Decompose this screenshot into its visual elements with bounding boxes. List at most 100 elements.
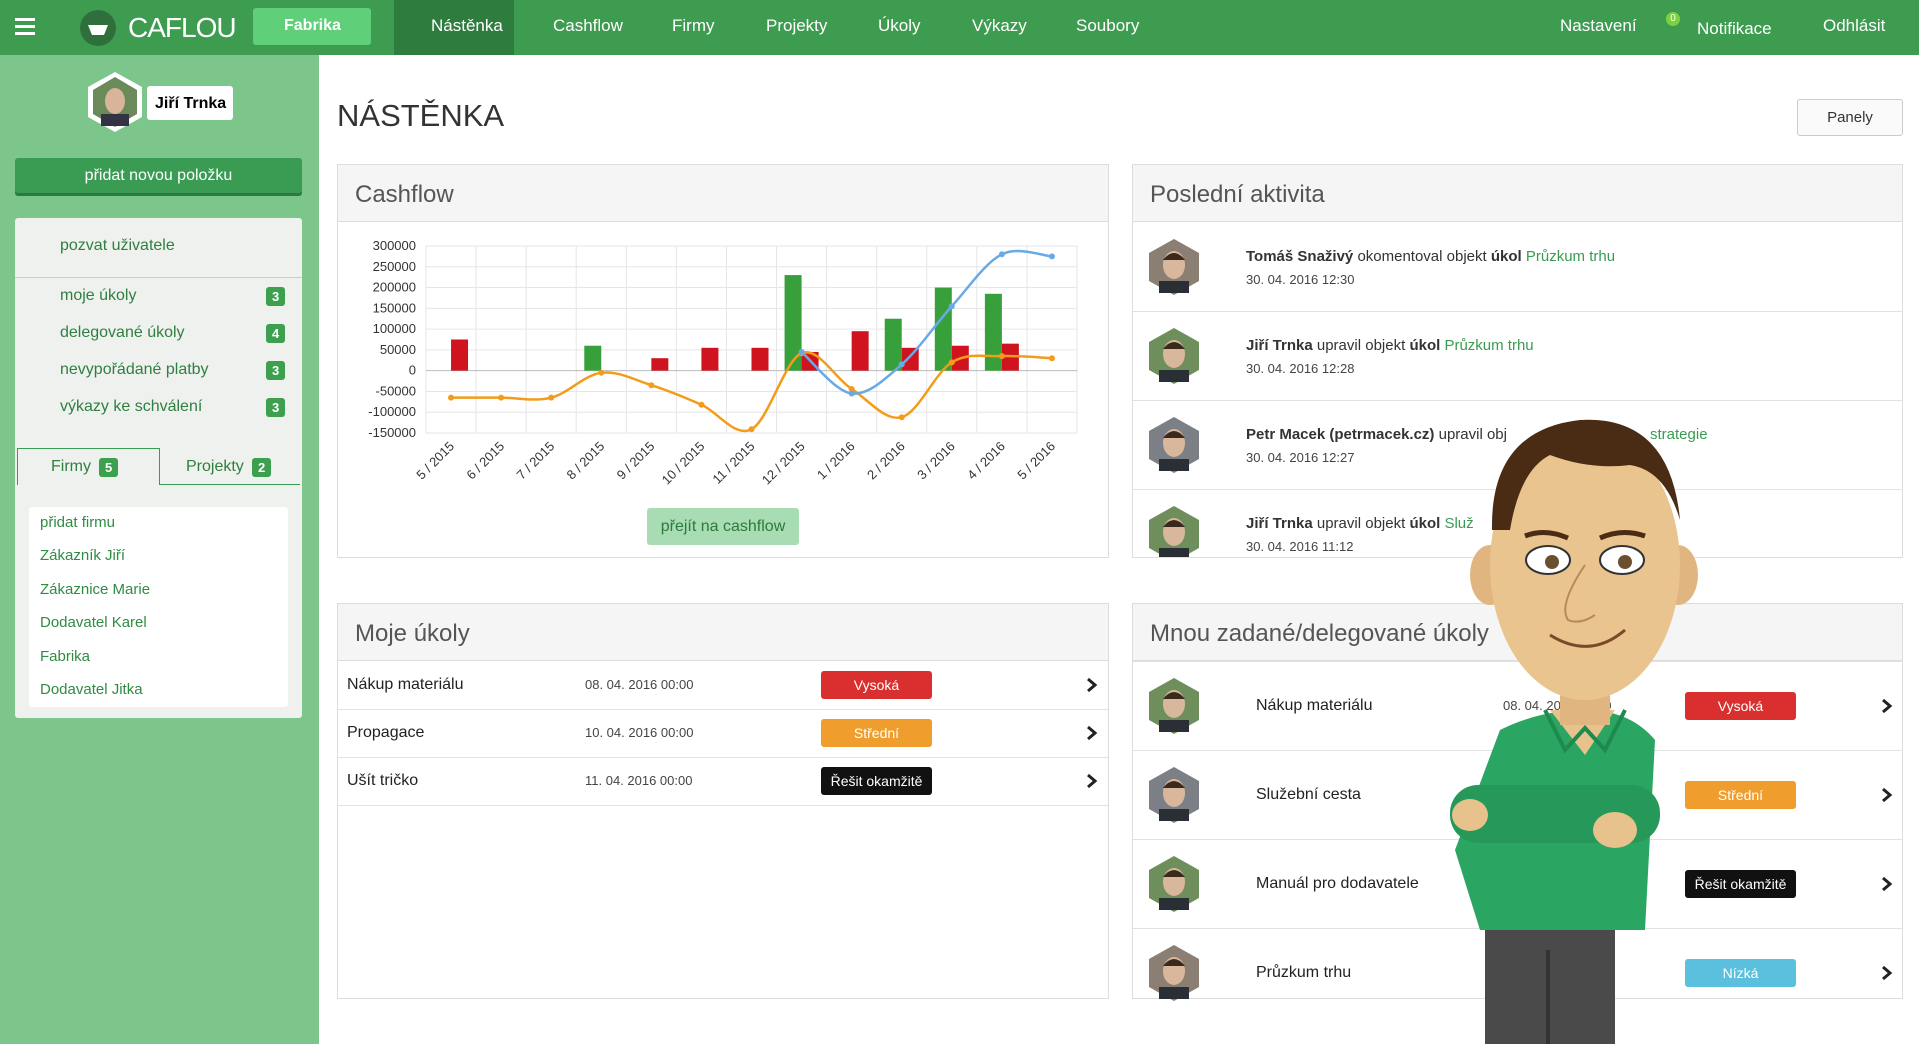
task-name[interactable]: Nákup materiálu: [347, 676, 464, 693]
open-arrow[interactable]: [1086, 773, 1098, 789]
settings[interactable]: Nastavení: [1560, 16, 1637, 35]
activity-object[interactable]: Průzkum trhu: [1525, 248, 1616, 265]
activity-panel: Poslední aktivita Tomáš Snaživý okomento…: [1132, 164, 1903, 558]
activity-object[interactable]: Průzkum trhu: [1444, 337, 1534, 354]
panels-button[interactable]: Panely: [1797, 99, 1903, 136]
activity-user[interactable]: Jiří Trnka: [1246, 515, 1313, 532]
nav-item[interactable]: Výkazy: [972, 16, 1027, 35]
nav-item[interactable]: Soubory: [1076, 16, 1140, 35]
tab-count: 2: [252, 458, 272, 477]
company-link[interactable]: Fabrika: [40, 647, 91, 665]
user-box: [147, 86, 233, 120]
x-tick-label: 10 / 2015: [659, 439, 708, 488]
user-name[interactable]: Jiří Trnka: [155, 95, 227, 112]
open-arrow[interactable]: [1881, 965, 1893, 981]
nav-item[interactable]: Cashflow: [553, 16, 623, 35]
open-arrow[interactable]: [1086, 677, 1098, 693]
add-company[interactable]: přidat firmu: [40, 514, 116, 531]
bar: [751, 347, 769, 371]
x-tick-label: 4 / 2016: [964, 439, 1008, 483]
bar: [884, 318, 902, 371]
tab-count: 5: [99, 458, 119, 477]
point: [1048, 253, 1055, 260]
invite-link[interactable]: pozvat uživatele: [60, 237, 175, 254]
panel-title: Poslední aktivita: [1150, 181, 1325, 208]
bar: [784, 275, 802, 371]
nav-item[interactable]: Projekty: [766, 16, 828, 35]
menu-item[interactable]: nevypořádané platby: [60, 361, 209, 378]
notifications[interactable]: Notifikace: [1697, 19, 1772, 38]
row-divider: [338, 709, 1108, 710]
panel-header: Poslední aktivita: [1133, 165, 1902, 222]
y-tick-label: 100000: [373, 321, 416, 336]
company-link[interactable]: Dodavatel Jitka: [40, 681, 143, 698]
tab-label[interactable]: Firmy: [51, 458, 91, 475]
task-name[interactable]: Průzkum trhu: [1256, 963, 1352, 981]
open-arrow[interactable]: [1881, 698, 1893, 714]
activity-action: upravil obj: [1438, 426, 1507, 443]
activity-line: Jiří Trnka upravil objekt úkol Služ: [1246, 515, 1474, 532]
menu-item[interactable]: výkazy ke schválení: [60, 398, 203, 415]
panel-header: Moje úkoly: [338, 604, 1108, 661]
x-tick-label: 7 / 2015: [513, 439, 557, 483]
company-name[interactable]: Fabrika: [284, 17, 341, 34]
x-tick-label: 3 / 2016: [914, 439, 958, 483]
logout[interactable]: Odhlásit: [1823, 16, 1886, 35]
activity-user[interactable]: Petr Macek (petrmacek.cz): [1246, 426, 1435, 443]
notif-count: 0: [1666, 12, 1680, 26]
task-name[interactable]: Nákup materiálu: [1256, 696, 1373, 714]
menu-count: 4: [266, 324, 286, 343]
open-arrow[interactable]: [1881, 787, 1893, 803]
panel-title: Mnou zadané/delegované úkoly: [1150, 620, 1489, 647]
point: [998, 353, 1005, 360]
menu-item[interactable]: delegované úkoly: [60, 324, 185, 341]
bar: [651, 358, 669, 371]
priority-label: Střední: [1685, 780, 1796, 809]
x-tick-label: 12 / 2015: [759, 439, 808, 488]
task-name[interactable]: Ušít tričko: [347, 772, 419, 789]
activity-user[interactable]: Jiří Trnka: [1246, 337, 1313, 354]
nav-item[interactable]: Firmy: [672, 16, 715, 35]
activity-object-type: úkol: [1409, 515, 1441, 532]
company-link[interactable]: Dodavatel Karel: [40, 614, 147, 631]
x-tick-label: 9 / 2015: [614, 439, 658, 483]
activity-time: 30. 04. 2016 11:12: [1246, 539, 1354, 554]
priority-label: Vysoká: [821, 671, 932, 699]
nav-item[interactable]: Nástěnka: [431, 16, 503, 35]
open-arrow[interactable]: [1086, 725, 1098, 741]
activity-line: Tomáš Snaživý okomentoval objekt úkol Pr…: [1246, 248, 1615, 265]
bar: [934, 287, 952, 371]
add-item-button[interactable]: přidat novou položku: [15, 158, 302, 193]
separator: [15, 277, 302, 278]
point: [598, 369, 605, 376]
task-name[interactable]: Propagace: [347, 724, 425, 741]
activity-object[interactable]: Služ: [1444, 515, 1474, 532]
bar: [451, 339, 469, 371]
cashflow-link[interactable]: přejít na cashflow: [647, 508, 799, 545]
panel-header: Cashflow: [338, 165, 1108, 222]
company-link[interactable]: Zákaznice Marie: [40, 580, 151, 598]
open-arrow[interactable]: [1881, 876, 1893, 892]
menu-icon[interactable]: [15, 17, 35, 37]
activity-line: Petr Macek (petrmacek.cz) upravil obj: [1246, 426, 1507, 443]
tab-label[interactable]: Projekty: [186, 458, 244, 475]
x-tick-label: 11 / 2015: [709, 439, 757, 487]
my-tasks-panel: Moje úkoly Nákup materiálu 08. 04. 2016 0…: [337, 603, 1109, 999]
tab[interactable]: [159, 448, 300, 485]
company-switch[interactable]: [253, 8, 371, 45]
activity-object-type: úkol: [1490, 248, 1522, 265]
activity-object[interactable]: strategie: [1650, 426, 1708, 443]
tab[interactable]: [17, 448, 160, 485]
priority-label: Nízká: [1685, 958, 1796, 987]
row-divider: [338, 805, 1108, 806]
task-name[interactable]: Služební cesta: [1256, 785, 1361, 803]
menu-item[interactable]: moje úkoly: [60, 287, 137, 304]
avatar: [1149, 677, 1199, 734]
task-name[interactable]: Manuál pro dodavatele: [1256, 874, 1419, 892]
bar: [984, 293, 1002, 371]
company-link[interactable]: Zákazník Jiří: [40, 547, 126, 564]
nav-item[interactable]: Úkoly: [878, 16, 921, 35]
activity-user[interactable]: Tomáš Snaživý: [1246, 248, 1354, 265]
activity-time: 30. 04. 2016 12:28: [1246, 361, 1355, 376]
